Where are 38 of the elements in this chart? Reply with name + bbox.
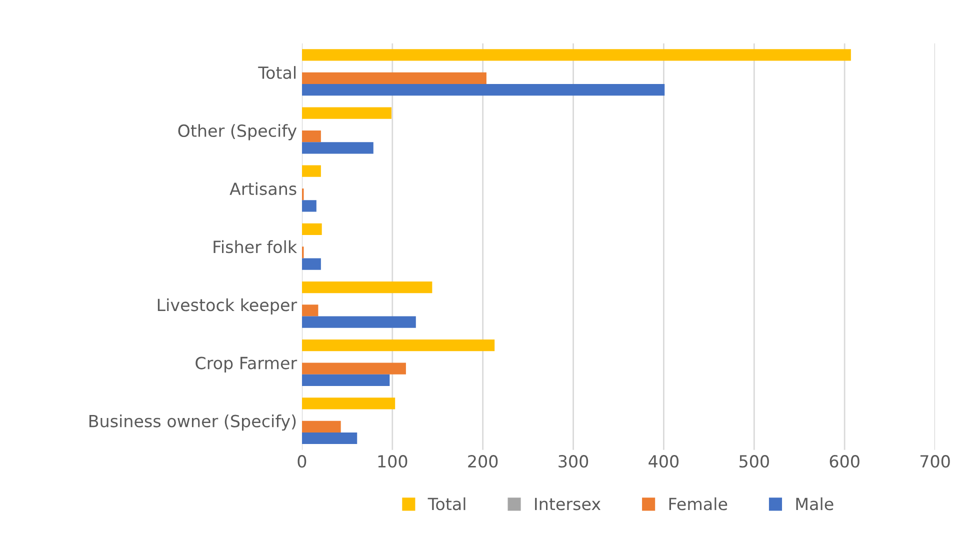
bar: [302, 49, 851, 61]
bar: [302, 281, 432, 294]
legend-label: Male: [796, 497, 834, 510]
x-tick-label: 200: [468, 455, 498, 468]
bar: [302, 223, 322, 235]
y-tick-label: Artisans: [230, 182, 296, 196]
bar: [302, 304, 318, 316]
bar: [302, 340, 495, 352]
bar: [302, 72, 486, 84]
bar: [302, 84, 665, 96]
y-tick-label: Business owner (Specify): [89, 414, 296, 431]
y-tick-label: Livestock keeper: [158, 298, 298, 314]
x-tick-label: 700: [920, 455, 950, 468]
y-tick-label: Total: [258, 66, 296, 79]
bar: [302, 142, 374, 154]
bar: [302, 432, 358, 444]
y-tick-label: Other (Specify: [178, 124, 297, 140]
legend-label: Female: [669, 497, 728, 510]
bar: [302, 165, 321, 177]
legend-label: Intersex: [535, 498, 601, 510]
bar: [302, 200, 316, 212]
x-tick-label: 0: [298, 455, 306, 468]
x-tick-label: 500: [740, 455, 769, 468]
bar: [302, 258, 321, 270]
x-tick-label: 300: [558, 455, 588, 468]
bar: [302, 420, 341, 432]
x-tick-label: 600: [830, 455, 860, 468]
bar: [302, 374, 390, 386]
y-tick-label: Crop Farmer: [196, 356, 298, 373]
x-tick-label: 400: [648, 455, 679, 468]
legend-label: Total: [428, 497, 466, 510]
bar: [302, 316, 416, 328]
bar: [302, 107, 392, 119]
y-tick-label: Fisher folk: [214, 240, 298, 254]
bar: [302, 362, 406, 374]
x-tick-label: 100: [378, 455, 408, 468]
bar: [302, 398, 396, 410]
bar: [302, 130, 321, 142]
